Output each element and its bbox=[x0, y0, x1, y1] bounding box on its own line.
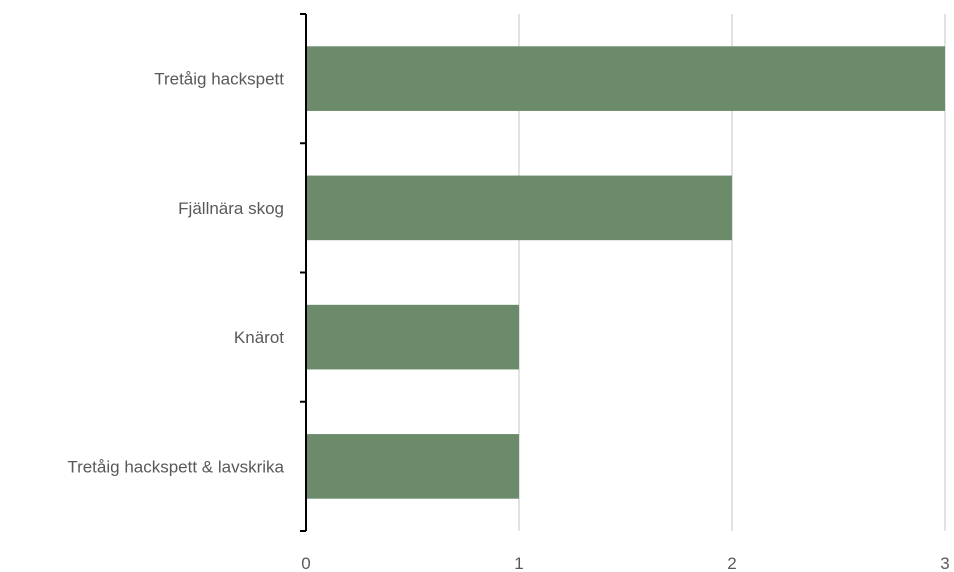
bar bbox=[306, 175, 732, 241]
category-label: Fjällnära skog bbox=[178, 199, 284, 218]
x-tick-label: 1 bbox=[514, 554, 523, 572]
category-label: Tretåig hackspett & lavskrika bbox=[67, 457, 284, 476]
x-tick-label: 0 bbox=[301, 554, 310, 572]
bar bbox=[306, 46, 945, 111]
bar bbox=[306, 304, 519, 370]
value-tick-labels: 0 1 2 3 bbox=[301, 554, 949, 572]
category-axis bbox=[300, 13, 307, 532]
category-label: Tretåig hackspett bbox=[154, 70, 284, 89]
category-label: Knärot bbox=[234, 328, 284, 347]
category-labels: Tretåig hackspett Fjällnära skog Knärot Tre… bbox=[67, 70, 284, 477]
bars bbox=[306, 46, 945, 499]
bar bbox=[306, 434, 519, 499]
x-tick-label: 3 bbox=[940, 554, 949, 572]
x-tick-label: 2 bbox=[727, 554, 736, 572]
